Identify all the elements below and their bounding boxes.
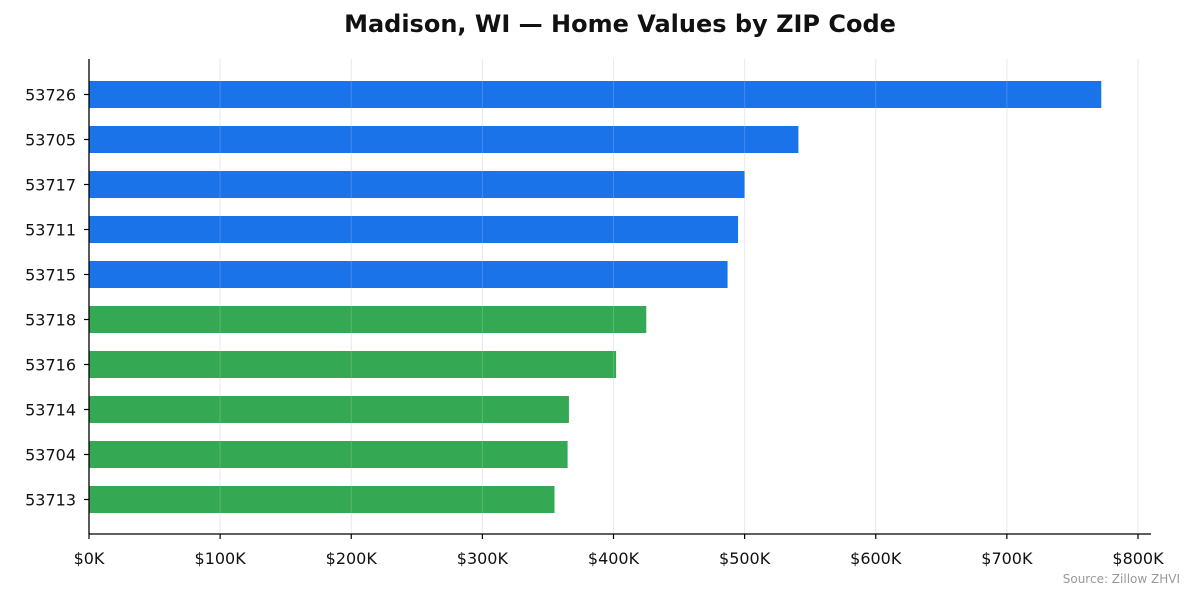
y-tick-label-53716: 53716 — [25, 356, 76, 375]
bar-53705 — [89, 126, 799, 153]
bar-53714 — [89, 396, 569, 423]
y-tick-label-53714: 53714 — [25, 401, 76, 420]
bar-53713 — [89, 486, 555, 513]
y-tick-label-53715: 53715 — [25, 266, 76, 285]
y-tick-label-53717: 53717 — [25, 176, 76, 195]
x-tick-label-4: $400K — [588, 549, 640, 568]
y-tick-label-53713: 53713 — [25, 491, 76, 510]
x-tick-label-5: $500K — [719, 549, 771, 568]
x-tick-label-6: $600K — [850, 549, 902, 568]
y-tick-label-53718: 53718 — [25, 311, 76, 330]
y-tick-label-53711: 53711 — [25, 221, 76, 240]
x-tick-label-3: $300K — [457, 549, 509, 568]
source-note: Source: Zillow ZHVI — [1062, 572, 1180, 586]
bar-53704 — [89, 441, 568, 468]
x-tick-label-0: $0K — [74, 549, 105, 568]
bar-53726 — [89, 81, 1102, 108]
chart-title: Madison, WI — Home Values by ZIP Code — [344, 10, 896, 38]
x-tick-label-2: $200K — [326, 549, 378, 568]
bar-53715 — [89, 261, 728, 288]
bar-53716 — [89, 351, 617, 378]
bar-53711 — [89, 216, 739, 243]
x-tick-label-8: $800K — [1112, 549, 1164, 568]
bar-53717 — [89, 171, 745, 198]
y-tick-label-53726: 53726 — [25, 86, 76, 105]
y-tick-label-53704: 53704 — [25, 446, 76, 465]
x-tick-label-1: $100K — [195, 549, 247, 568]
bar-53718 — [89, 306, 647, 333]
y-tick-label-53705: 53705 — [25, 131, 76, 150]
x-tick-label-7: $700K — [981, 549, 1033, 568]
